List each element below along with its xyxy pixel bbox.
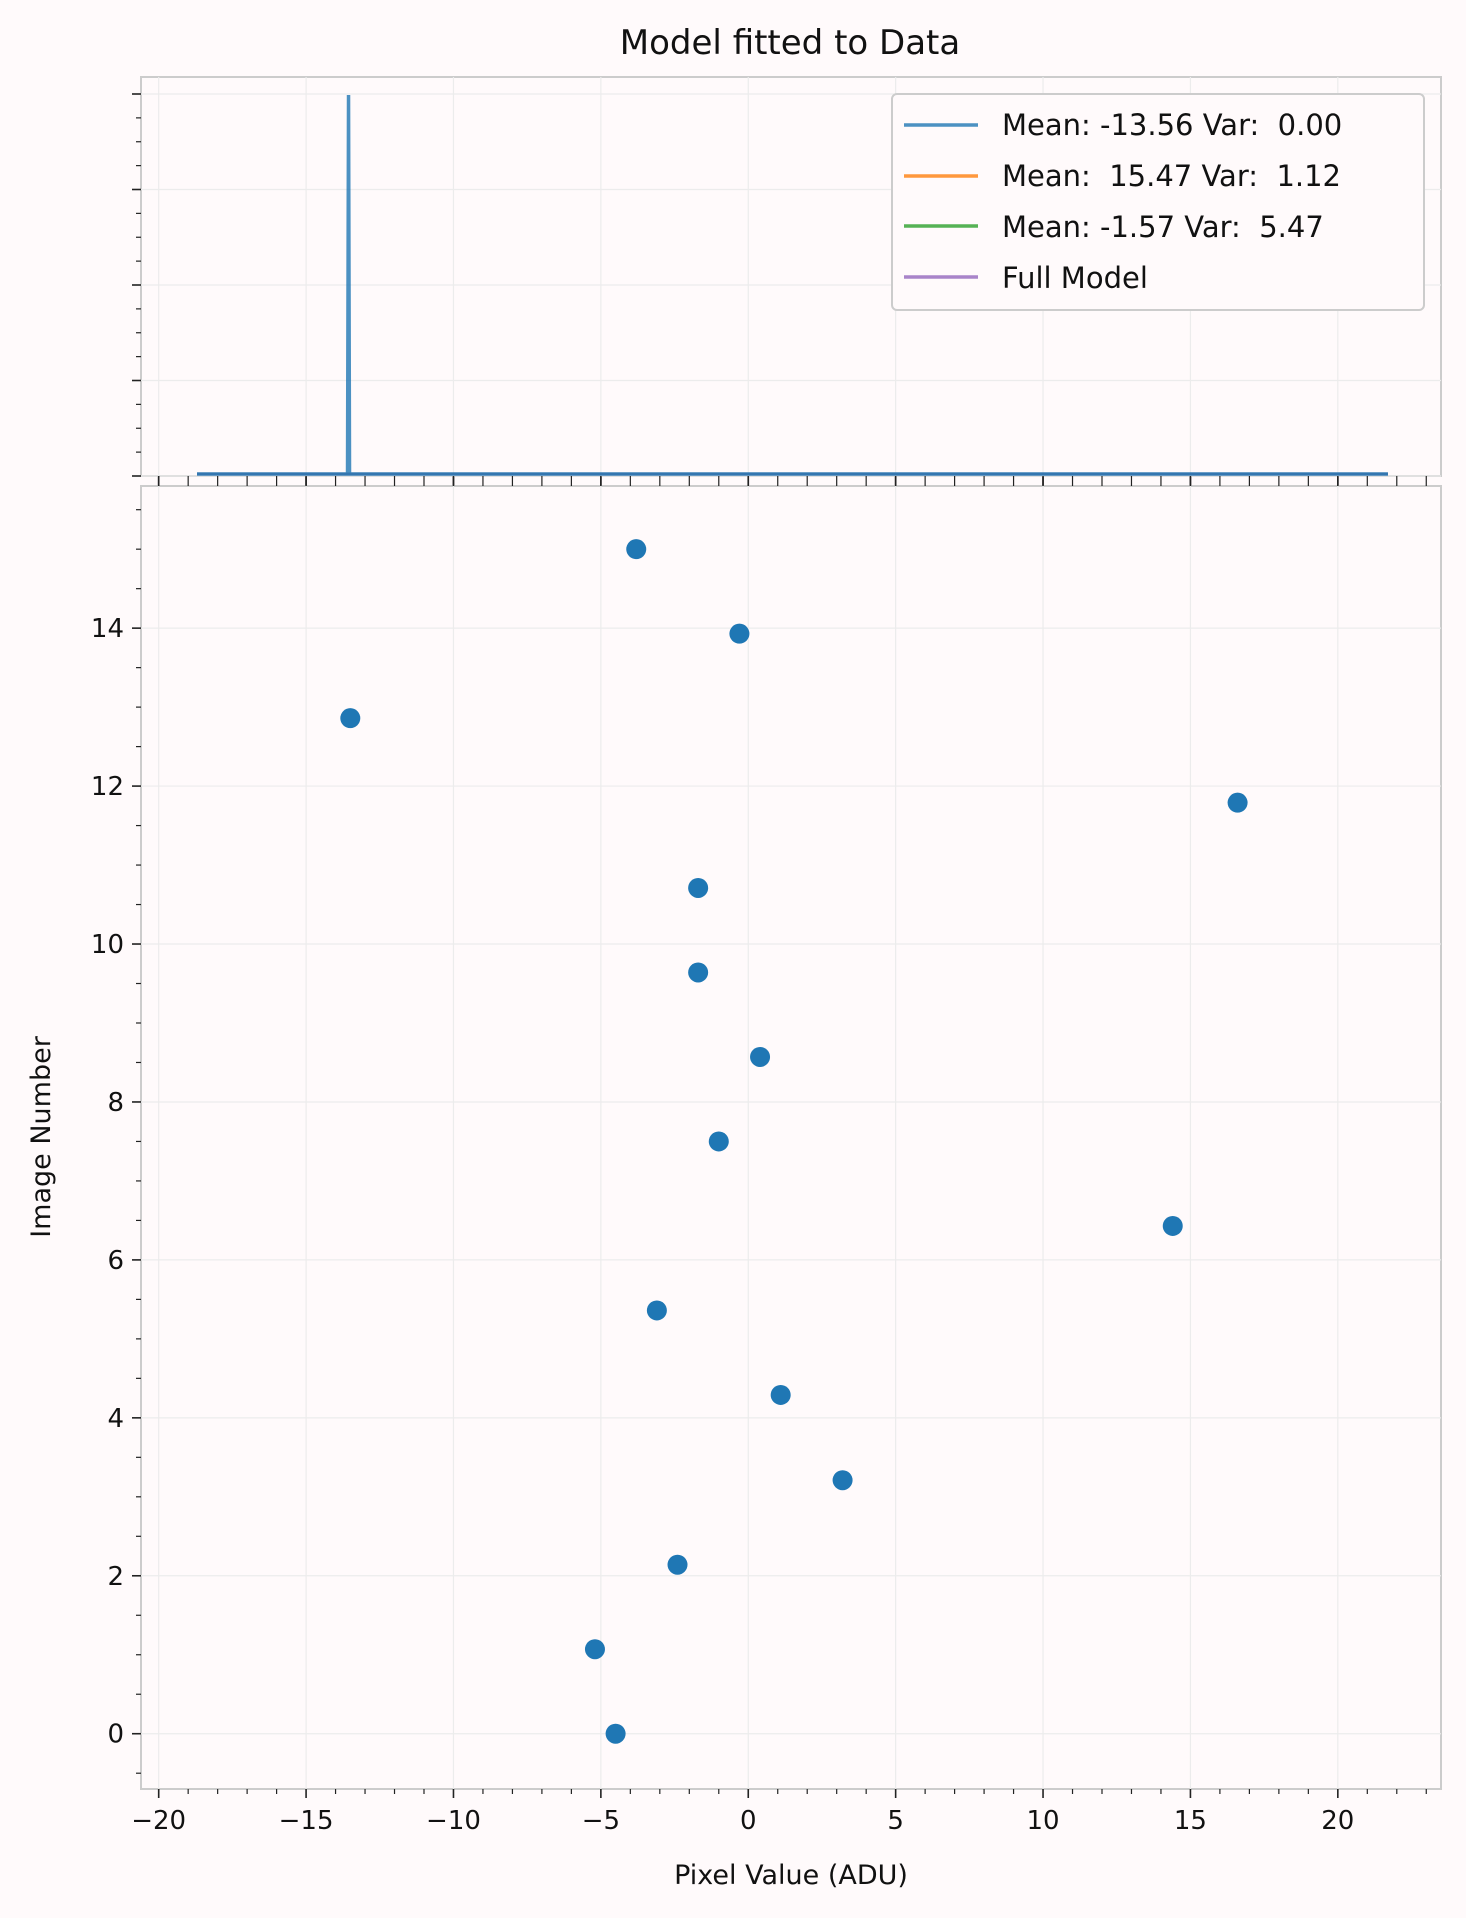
model-line-0	[197, 94, 1388, 476]
top-panel: Mean: -13.56 Var: 0.00 Mean: 15.47 Var: …	[132, 76, 1442, 485]
scatter-point	[729, 623, 750, 644]
scatter-point	[832, 1470, 853, 1491]
x-tick-label: −5	[582, 1806, 620, 1836]
y-tick-label: 10	[91, 930, 124, 960]
scatter-panel: −20 −15 −10 −5 0 5 10 15 20 0 2 4 6 8 10 12 14	[91, 477, 1442, 1836]
legend-label-3: Full Model	[1002, 261, 1148, 295]
x-tick-label: −10	[426, 1806, 481, 1836]
scatter-point	[646, 1300, 667, 1321]
scatter-point	[1227, 792, 1248, 813]
y-axis-label: Image Number	[26, 1035, 57, 1238]
x-tick-label: 10	[1026, 1806, 1059, 1836]
y-tick-label: 2	[107, 1562, 124, 1592]
x-tick-label: 20	[1321, 1806, 1354, 1836]
scatter-point	[340, 708, 361, 729]
y-tick-label: 8	[107, 1088, 124, 1118]
legend: Mean: -13.56 Var: 0.00 Mean: 15.47 Var: …	[891, 93, 1425, 311]
scatter-point	[688, 962, 709, 983]
legend-label-0: Mean: -13.56 Var: 0.00	[1002, 108, 1342, 142]
x-tick-label: 5	[887, 1806, 904, 1836]
y-tick-label: 6	[107, 1246, 124, 1276]
y-tick-label: 12	[91, 772, 124, 802]
x-tick-label: −20	[131, 1806, 186, 1836]
scatter-point	[770, 1384, 791, 1405]
top-model-lines	[197, 94, 1388, 476]
scatter-ticks: −20 −15 −10 −5 0 5 10 15 20 0 2 4 6 8 10 12 14	[91, 477, 1427, 1836]
scatter-point	[605, 1723, 626, 1744]
x-tick-label: 0	[740, 1806, 757, 1836]
scatter-panel-frame	[140, 485, 1442, 1790]
legend-frame	[891, 93, 1425, 311]
y-tick-label: 14	[91, 614, 124, 644]
scatter-point	[1162, 1215, 1183, 1236]
scatter-point	[688, 877, 709, 898]
legend-label-1: Mean: 15.47 Var: 1.12	[1002, 159, 1341, 193]
y-tick-label: 4	[107, 1404, 124, 1434]
chart-title: Model fitted to Data	[620, 23, 960, 63]
y-tick-label: 0	[107, 1720, 124, 1750]
scatter-points	[340, 539, 1248, 1744]
x-tick-label: −15	[279, 1806, 334, 1836]
scatter-point	[626, 539, 647, 560]
scatter-point	[584, 1639, 605, 1660]
scatter-point	[750, 1046, 771, 1067]
scatter-point	[708, 1131, 729, 1152]
x-tick-label: 15	[1174, 1806, 1207, 1836]
scatter-point	[667, 1554, 688, 1575]
scatter-grid	[141, 486, 1441, 1789]
x-axis-label: Pixel Value (ADU)	[674, 1860, 908, 1891]
legend-label-2: Mean: -1.57 Var: 5.47	[1002, 210, 1324, 244]
